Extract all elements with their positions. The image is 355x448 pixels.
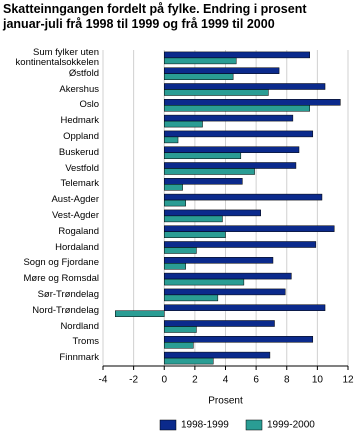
bar <box>115 310 165 317</box>
bar <box>164 272 292 280</box>
y-tick-label: Møre og Romsdal <box>23 273 100 285</box>
y-tick-label: Vestfold <box>65 162 99 174</box>
bar <box>164 130 314 138</box>
y-tick-label: Telemark <box>60 178 99 190</box>
bar <box>164 241 317 248</box>
x-tick-label: 10 <box>312 375 324 386</box>
bar <box>164 351 271 359</box>
bar <box>164 257 274 264</box>
bar <box>164 89 269 96</box>
bar <box>164 294 219 302</box>
y-tick-label: Buskerud <box>58 146 99 158</box>
y-tick-label: Oppland <box>63 130 99 142</box>
bar <box>164 51 310 59</box>
bar <box>164 209 261 217</box>
bar <box>164 152 242 159</box>
bar <box>164 320 275 327</box>
x-tick-label: -2 <box>129 375 138 386</box>
bar <box>164 114 294 122</box>
y-tick-label: Finnmark <box>59 352 99 364</box>
y-tick-label: Troms <box>72 336 99 348</box>
x-tick-label: 12 <box>342 375 354 386</box>
y-tick-label: Vest-Agder <box>52 209 99 221</box>
bar <box>164 247 197 254</box>
bar <box>164 83 326 90</box>
legend-label: 1998-1999 <box>181 420 229 431</box>
bar <box>164 168 255 175</box>
x-tick-label: -4 <box>99 375 108 386</box>
bar <box>164 231 226 238</box>
y-tick-label: Sør-Trøndelag <box>37 288 99 300</box>
bar <box>164 136 179 144</box>
bar <box>164 225 335 232</box>
bar <box>164 178 243 185</box>
bar <box>164 105 310 112</box>
bar <box>164 120 203 128</box>
y-tick-label: Akershus <box>59 83 99 95</box>
x-axis-label: Prosent <box>208 396 243 407</box>
y-tick-label: Hordaland <box>55 241 99 253</box>
bar <box>164 199 186 207</box>
bar <box>164 342 194 349</box>
y-tick-label: Rogaland <box>58 225 99 237</box>
x-tick-label: 0 <box>161 375 167 386</box>
bar <box>164 336 314 343</box>
y-tick-label: Oslo <box>79 99 99 111</box>
y-tick-label: Østfold <box>68 67 99 79</box>
y-tick-label: Aust-Agder <box>51 194 99 206</box>
legend-label: 1999-2000 <box>267 420 315 431</box>
bar <box>164 326 197 333</box>
bar <box>164 215 223 223</box>
y-tick-label: Nordland <box>60 320 99 332</box>
x-tick-label: 6 <box>253 375 259 386</box>
bar <box>164 278 245 286</box>
y-tick-label: Sum fylker uten kontinentalsokkelen <box>15 46 99 68</box>
legend-swatch <box>159 419 177 431</box>
bar <box>164 73 234 80</box>
bar <box>164 146 300 153</box>
chart-title: Skatteinngangen fordelt på fylke. Endrin… <box>3 2 307 31</box>
y-tick-label: Nord-Trøndelag <box>32 304 99 316</box>
bar <box>164 99 341 106</box>
bar <box>164 184 183 191</box>
x-tick-label: 8 <box>284 375 290 386</box>
y-tick-label: Hedmark <box>60 115 99 127</box>
bar <box>164 67 280 74</box>
y-tick-label: Sogn og Fjordane <box>23 257 99 269</box>
bar <box>164 162 297 169</box>
bar <box>164 304 326 311</box>
bar <box>164 357 214 365</box>
x-tick-label: 2 <box>192 375 198 386</box>
bar <box>164 57 237 65</box>
bar <box>164 288 286 296</box>
bar <box>164 193 323 201</box>
bar <box>164 263 186 270</box>
legend-swatch <box>245 419 263 431</box>
x-tick-label: 4 <box>223 375 229 386</box>
